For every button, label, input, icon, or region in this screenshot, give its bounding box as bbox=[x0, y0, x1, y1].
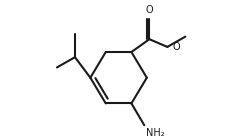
Text: O: O bbox=[146, 5, 153, 15]
Text: NH₂: NH₂ bbox=[146, 128, 164, 138]
Text: O: O bbox=[172, 42, 180, 52]
